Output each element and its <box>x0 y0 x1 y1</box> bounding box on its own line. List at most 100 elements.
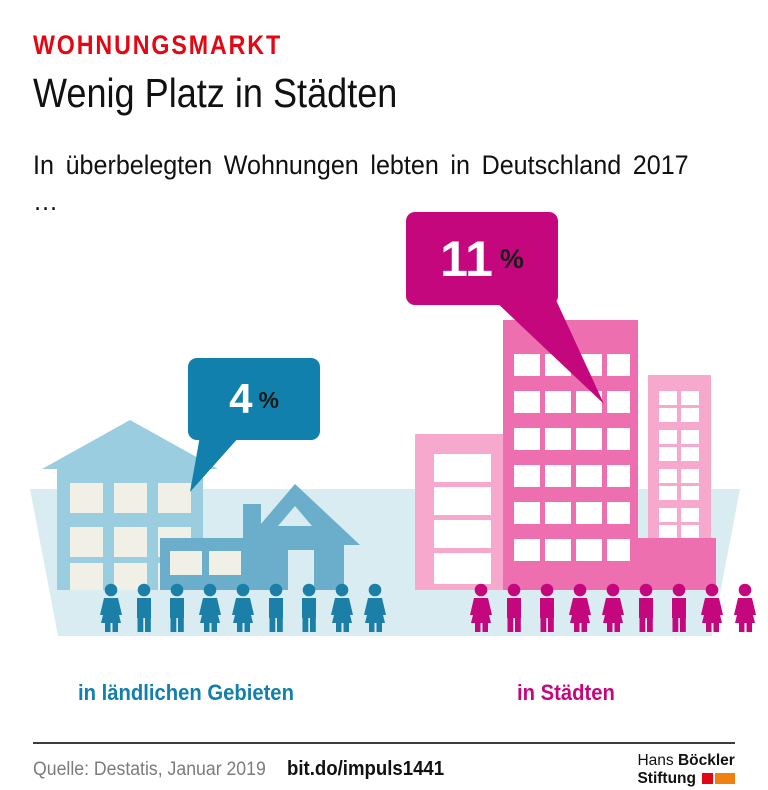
window <box>576 391 602 413</box>
window <box>70 527 103 557</box>
scene-svg <box>30 320 756 636</box>
rural-house <box>160 484 360 590</box>
window <box>514 391 540 413</box>
logo-red-square-icon <box>702 773 713 785</box>
window <box>545 502 571 524</box>
window <box>681 486 699 500</box>
person-figure <box>100 583 122 632</box>
window <box>659 391 677 405</box>
window <box>434 520 491 548</box>
window <box>70 563 103 590</box>
value-bubble-urban-box: 11 % <box>406 212 558 305</box>
person-figure <box>569 583 591 632</box>
person-figure <box>331 583 353 632</box>
logo-hans: Hans <box>637 752 674 769</box>
window <box>607 428 630 450</box>
logo-orange-bar-icon <box>715 773 735 785</box>
window <box>681 408 699 422</box>
urban-main-tower <box>503 320 638 590</box>
person-figure <box>302 583 316 632</box>
window <box>659 469 677 483</box>
person-figure <box>701 583 723 632</box>
value-bubble-rural: 4 % <box>188 358 320 492</box>
value-bubble-rural-percent: % <box>258 386 279 413</box>
person-figure <box>470 583 492 632</box>
person-figure <box>232 583 254 632</box>
value-bubble-urban-number: 11 <box>440 230 493 287</box>
window <box>114 483 147 513</box>
window <box>514 465 540 487</box>
rural-apartment-roof <box>42 420 218 469</box>
window <box>681 391 699 405</box>
person-figure <box>602 583 624 632</box>
value-bubble-urban-tail <box>494 300 604 404</box>
value-bubble-rural-box: 4 % <box>188 358 320 440</box>
window <box>607 465 630 487</box>
window <box>514 428 540 450</box>
logo-line-2: Stiftung <box>637 770 735 788</box>
window <box>659 447 677 461</box>
window <box>545 539 571 561</box>
window <box>434 487 491 515</box>
value-bubble-urban-percent: % <box>499 244 524 274</box>
window <box>434 553 491 584</box>
window <box>514 539 540 561</box>
person-figure <box>507 583 521 632</box>
logo-stiftung: Stiftung <box>637 769 696 787</box>
person-figure <box>269 583 283 632</box>
urban-right-tower-body <box>648 375 711 540</box>
window <box>114 527 147 557</box>
value-bubble-rural-tail <box>190 436 240 492</box>
person-figure <box>734 583 756 632</box>
window <box>681 430 699 444</box>
rural-group <box>42 420 386 632</box>
footer-divider <box>33 742 735 744</box>
window <box>607 354 630 376</box>
window <box>70 483 103 513</box>
person-figure <box>639 583 653 632</box>
urban-right-tower <box>648 375 711 540</box>
person-figure <box>199 583 221 632</box>
window <box>681 447 699 461</box>
person-figure <box>364 583 386 632</box>
window <box>659 486 677 500</box>
window <box>434 454 491 482</box>
person-figure <box>540 583 554 632</box>
rural-house-door <box>288 550 314 590</box>
window <box>209 551 241 575</box>
window <box>545 465 571 487</box>
urban-people-group <box>470 583 756 632</box>
source-text: Quelle: Destatis, Januar 2019 <box>33 759 266 780</box>
window <box>681 525 699 538</box>
value-bubble-rural-number: 4 <box>229 375 253 422</box>
window <box>545 428 571 450</box>
logo-boeckler: Böckler <box>677 752 735 769</box>
window <box>576 465 602 487</box>
category-label-urban: in Städten <box>517 680 615 705</box>
category-label-rural: in ländlichen Gebieten <box>78 680 294 705</box>
window <box>576 428 602 450</box>
window <box>514 354 540 376</box>
window <box>514 502 540 524</box>
rural-house-gable-vent <box>278 506 312 526</box>
person-figure <box>137 583 151 632</box>
window <box>659 508 677 522</box>
shortlink-text[interactable]: bit.do/impuls1441 <box>287 758 445 780</box>
window <box>158 483 191 513</box>
rural-people-group <box>100 583 386 632</box>
page-title: Wenig Platz in Städten <box>33 70 398 116</box>
window <box>681 508 699 522</box>
window <box>576 539 602 561</box>
person-figure <box>672 583 686 632</box>
hans-boeckler-stiftung-logo: Hans Böckler Stiftung <box>637 752 735 788</box>
window <box>681 469 699 483</box>
window <box>545 391 571 413</box>
subtitle-text: In überbelegten Wohnungen lebten in Deut… <box>33 150 689 216</box>
urban-group <box>415 320 756 632</box>
window <box>576 502 602 524</box>
logo-line-1: Hans Böckler <box>637 752 735 770</box>
person-figure <box>170 583 184 632</box>
urban-left-block <box>415 434 503 590</box>
illustration-scene <box>30 320 756 636</box>
